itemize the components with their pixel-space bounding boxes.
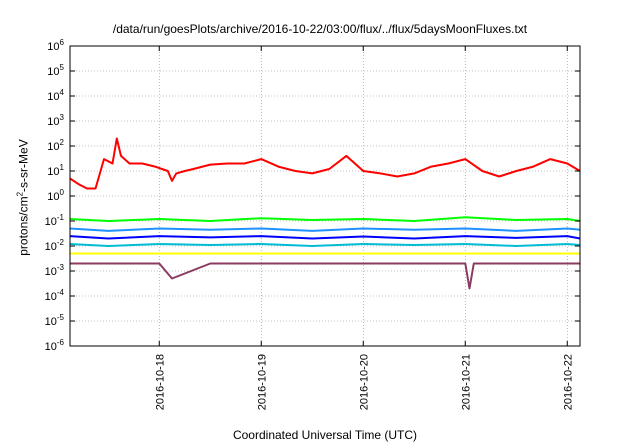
x-tick-label: 2016-10-19 <box>256 354 268 410</box>
y-tick-base: 10 <box>45 316 57 328</box>
series-line <box>69 137 581 190</box>
y-tick-base: 10 <box>47 66 59 78</box>
y-tick-label: 10-3 <box>45 263 65 278</box>
x-tick-label: 2016-10-22 <box>562 354 574 410</box>
y-tick-label: 10-4 <box>45 288 65 303</box>
series-line <box>69 243 581 247</box>
series-line <box>69 227 581 232</box>
y-tick-label: 104 <box>47 88 64 103</box>
y-tick-base: 10 <box>45 341 57 353</box>
x-tick-label: 2016-10-21 <box>460 354 472 410</box>
y-tick-base: 10 <box>47 191 59 203</box>
x-axis-label: Coordinated Universal Time (UTC) <box>232 428 418 442</box>
y-tick-exponent: -3 <box>57 263 65 272</box>
y-tick-base: 10 <box>47 91 59 103</box>
tick-group: 10-610-510-410-310-210-11001011021031041… <box>45 38 580 410</box>
y-tick-exponent: 3 <box>60 113 65 122</box>
y-tick-exponent: 4 <box>60 88 65 97</box>
y-tick-exponent: -1 <box>57 213 65 222</box>
y-tick-base: 10 <box>47 166 59 178</box>
y-tick-exponent: -2 <box>57 238 65 247</box>
chart-title: /data/run/goesPlots/archive/2016-10-22/0… <box>112 22 528 36</box>
x-tick-label: 2016-10-20 <box>358 354 370 410</box>
y-tick-label: 10-2 <box>45 238 65 253</box>
y-tick-label: 102 <box>47 138 64 153</box>
y-tick-base: 10 <box>45 216 57 228</box>
y-tick-label: 10-5 <box>45 313 65 328</box>
y-tick-label: 10-1 <box>45 213 65 228</box>
y-tick-exponent: 0 <box>60 188 65 197</box>
y-tick-label: 103 <box>47 113 64 128</box>
y-tick-exponent: -5 <box>57 313 65 322</box>
series-group <box>69 137 581 290</box>
y-tick-exponent: 6 <box>60 38 65 47</box>
y-tick-base: 10 <box>47 141 59 153</box>
y-tick-exponent: 5 <box>60 63 65 72</box>
grid <box>70 45 580 347</box>
y-tick-base: 10 <box>47 116 59 128</box>
series-line <box>70 262 580 290</box>
y-tick-label: 101 <box>47 163 64 178</box>
series-line <box>69 235 581 240</box>
y-tick-label: 105 <box>47 63 64 78</box>
y-tick-exponent: -6 <box>57 338 65 347</box>
y-tick-exponent: -4 <box>57 288 65 297</box>
y-tick-exponent: 2 <box>60 138 65 147</box>
y-tick-base: 10 <box>45 241 57 253</box>
x-tick-label: 2016-10-18 <box>154 354 166 410</box>
y-tick-label: 10-6 <box>45 338 65 353</box>
y-tick-label: 106 <box>47 38 64 53</box>
y-tick-exponent: 1 <box>60 163 65 172</box>
y-tick-base: 10 <box>47 41 59 53</box>
y-tick-label: 100 <box>47 188 64 203</box>
series-line <box>69 216 581 222</box>
y-tick-base: 10 <box>45 291 57 303</box>
y-tick-base: 10 <box>45 266 57 278</box>
